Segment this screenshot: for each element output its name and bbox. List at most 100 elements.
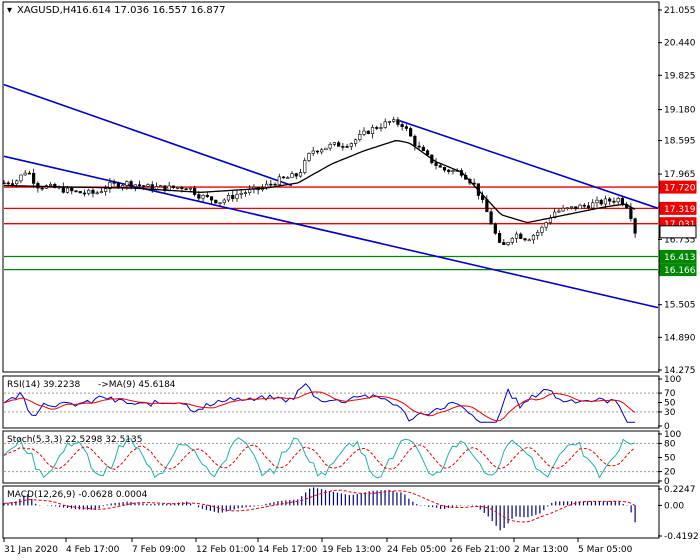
candle-body (243, 192, 248, 194)
time-label: 5 Mar 05:00 (578, 545, 633, 555)
candle-body (188, 187, 192, 190)
candle-body (95, 192, 99, 195)
chart-title: XAGUSD,H4 (17, 5, 77, 16)
candle-body (248, 189, 252, 193)
candle-body (396, 119, 400, 125)
stoch-signal-line (3, 444, 636, 470)
time-label: 26 Feb 21:00 (451, 545, 510, 555)
candle-body (629, 207, 633, 219)
candle-body (565, 207, 569, 210)
candle-body (608, 198, 612, 202)
indicator-tick-label: 50 (664, 399, 676, 409)
macd-panel[interactable] (2, 485, 660, 539)
candle-body (286, 177, 290, 179)
candle-body (553, 211, 557, 219)
candle-body (32, 172, 36, 184)
channel-line[interactable] (399, 119, 659, 210)
price-tag[interactable]: 16.413 (659, 249, 697, 263)
candle-body (74, 190, 78, 193)
price-tag-label: 17.319 (664, 205, 696, 215)
candle-body (400, 124, 404, 127)
time-label: 2 Mar 13:00 (514, 545, 569, 555)
price-tag-box (659, 180, 697, 194)
candle-body (506, 242, 510, 245)
indicator-tick-label: 100 (664, 430, 681, 440)
candle-body (201, 195, 205, 199)
candle-body (116, 182, 120, 188)
candle-body (294, 173, 298, 177)
macd-tick-label: 0.2247 (664, 485, 696, 495)
candle-body (341, 146, 345, 148)
rsi-ma-line (3, 391, 636, 422)
main-panel[interactable] (2, 1, 660, 373)
price-tag-label: 16.877 (664, 228, 696, 238)
candle-body (569, 206, 574, 209)
channel-line[interactable] (3, 155, 659, 309)
candle-body (108, 182, 112, 190)
candle-body (578, 204, 582, 210)
indicator-tick-label: 70 (664, 389, 676, 399)
stoch-label: Stoch(5,3,3) 22.5298 32.5135 (7, 435, 142, 445)
candle-body (421, 146, 425, 152)
candle-body (337, 142, 341, 147)
candle-body (366, 130, 370, 135)
candle-body (70, 187, 74, 192)
candle-body (332, 142, 336, 145)
candle-body (277, 176, 281, 185)
candle-body (493, 223, 497, 234)
chart-title-icon[interactable]: ▾ (7, 5, 12, 16)
time-label: 7 Feb 09:00 (132, 545, 186, 555)
candle-body (6, 182, 10, 185)
price-tag[interactable]: 17.319 (659, 201, 697, 215)
candle-body (523, 238, 527, 241)
price-tick-label: 14.275 (664, 366, 696, 376)
candle-body (502, 242, 506, 245)
price-tag[interactable]: 16.877 (659, 225, 697, 239)
candle-body (586, 205, 591, 209)
candle-body (298, 172, 303, 177)
candle-body (392, 119, 396, 122)
macd-label: MACD(12,26,9) -0.0628 0.0004 (7, 490, 148, 500)
candle-body (434, 162, 438, 166)
candle-body (239, 193, 243, 195)
candle-body (485, 199, 489, 213)
candle-body (557, 210, 561, 213)
price-tick-label: 19.180 (664, 106, 696, 116)
channel-line[interactable] (3, 83, 293, 187)
macd-tick-label: 0.00 (664, 501, 684, 511)
candle-body (78, 191, 82, 194)
candle-body (129, 181, 133, 187)
rsi-line (3, 382, 636, 423)
candle-body (599, 199, 603, 205)
candle-body (112, 182, 116, 184)
candle-body (303, 160, 307, 173)
candle-body (87, 189, 91, 194)
candle-body (48, 183, 53, 186)
time-label: 31 Jan 2020 (4, 545, 58, 555)
candle-body (531, 235, 536, 241)
candle-body (417, 145, 421, 148)
time-label: 24 Feb 05:00 (387, 545, 446, 555)
candle-body (438, 165, 442, 168)
price-tag[interactable]: 17.720 (659, 180, 697, 194)
macd-plot (3, 487, 636, 531)
candle-body (265, 183, 269, 188)
candle-body (413, 135, 417, 147)
price-tag[interactable]: 16.166 (659, 263, 697, 277)
candle-body (451, 170, 455, 172)
candle-body (184, 188, 188, 190)
main-plot (2, 83, 659, 309)
candle-body (595, 199, 599, 204)
candle-body (99, 191, 104, 194)
candle-body (633, 218, 637, 234)
price-tick-label: 20.440 (664, 39, 696, 49)
candle-body (214, 199, 218, 204)
price-tag-box (659, 201, 697, 215)
candle-body (404, 126, 408, 129)
candle-body (370, 127, 375, 135)
rsi-plot (3, 382, 658, 423)
price-tag-label: 16.413 (664, 253, 696, 263)
candle-body (19, 174, 23, 182)
candle-body (489, 211, 493, 225)
